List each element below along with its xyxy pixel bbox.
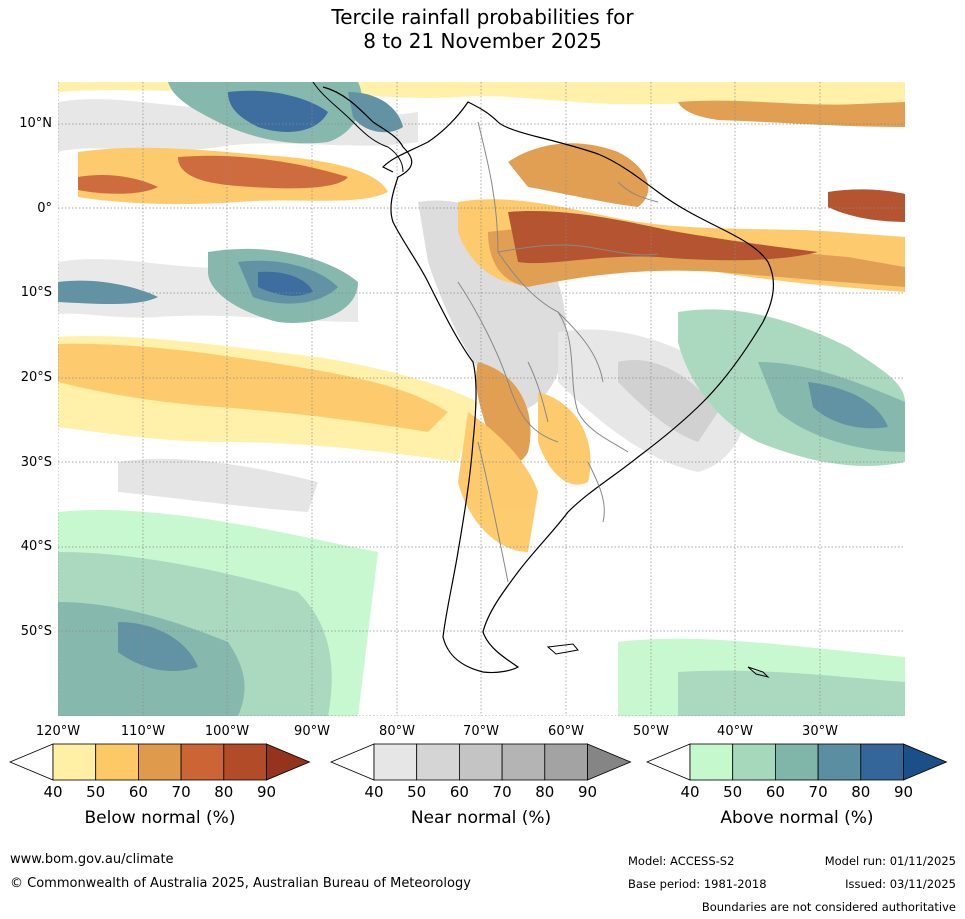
model-run-text: Model run: 01/11/2025 xyxy=(824,854,956,868)
lon-label: 120°W xyxy=(35,724,81,739)
colorbar-tick: 60 xyxy=(449,783,469,801)
colorbar-tick: 40 xyxy=(680,783,700,801)
copyright-text: © Commonwealth of Australia 2025, Austra… xyxy=(10,876,471,891)
website-link[interactable]: www.bom.gov.au/climate xyxy=(10,852,174,867)
colorbar-swatch xyxy=(544,743,588,781)
map-title-line2: 8 to 21 November 2025 xyxy=(363,29,602,53)
rainfall-probability-map xyxy=(58,82,905,716)
central-america-coastline xyxy=(312,82,404,173)
colorbar-tick: 60 xyxy=(128,783,148,801)
colorbar-extend-low xyxy=(645,743,691,781)
lat-label: 0° xyxy=(37,201,52,216)
colorbar-tick: 50 xyxy=(86,783,106,801)
lat-label: 20°S xyxy=(20,370,52,385)
colorbar-tick: 40 xyxy=(43,783,63,801)
colorbar-swatch xyxy=(817,743,862,781)
colorbar-extend-high xyxy=(903,743,948,781)
colorbar-tick: 40 xyxy=(364,783,384,801)
colorbar-swatch xyxy=(223,743,267,781)
falklands xyxy=(546,643,579,655)
colorbar-tick: 80 xyxy=(535,783,555,801)
lon-label: 30°W xyxy=(802,724,838,739)
colorbar-extend-low xyxy=(329,743,375,781)
probability-shading xyxy=(58,82,905,716)
colorbar-extend-high xyxy=(587,743,632,781)
colorbar-tick: 70 xyxy=(808,783,828,801)
colorbar-tick: 70 xyxy=(492,783,512,801)
colorbar-extend-high xyxy=(266,743,311,781)
above-normal-label: Above normal (%) xyxy=(720,808,874,828)
base-period-text: Base period: 1981-2018 xyxy=(628,877,767,891)
colorbar-tick: 90 xyxy=(256,783,277,801)
colorbar-swatch xyxy=(860,743,904,781)
colorbar-tick: 80 xyxy=(214,783,234,801)
graticule xyxy=(58,82,905,716)
lat-label: 40°S xyxy=(20,539,52,554)
colorbar-tick: 80 xyxy=(851,783,871,801)
below-normal-label: Below normal (%) xyxy=(84,808,236,828)
lon-label: 110°W xyxy=(120,724,166,739)
lon-label: 70°W xyxy=(463,724,499,739)
south-georgia xyxy=(747,666,770,678)
colorbar-tick: 90 xyxy=(893,783,914,801)
colorbar-tick: 60 xyxy=(765,783,785,801)
south-america-coastline xyxy=(322,86,774,674)
lon-label: 40°W xyxy=(717,724,753,739)
lon-label: 60°W xyxy=(548,724,584,739)
colorbar-swatch xyxy=(689,743,734,781)
lat-label: 10°N xyxy=(19,116,52,131)
colorbar-tick: 90 xyxy=(577,783,598,801)
colorbar-swatch xyxy=(501,743,546,781)
lon-label: 90°W xyxy=(294,724,330,739)
colorbar-swatch xyxy=(373,743,418,781)
colorbar-swatch xyxy=(95,743,139,781)
lon-label: 80°W xyxy=(379,724,415,739)
colorbar-swatch xyxy=(732,743,776,781)
colorbar-tick: 70 xyxy=(171,783,191,801)
lon-label: 50°W xyxy=(633,724,669,739)
colorbar-swatch xyxy=(775,743,819,781)
colorbar-swatch xyxy=(180,743,225,781)
lat-label: 30°S xyxy=(20,455,52,470)
model-text: Model: ACCESS-S2 xyxy=(628,854,735,868)
colorbar-swatch xyxy=(52,743,97,781)
lat-label: 50°S xyxy=(20,624,52,639)
lat-label: 10°S xyxy=(20,285,52,300)
colorbar-extend-low xyxy=(8,743,54,781)
map-title-line1: Tercile rainfall probabilities for xyxy=(331,5,634,29)
colorbar-tick: 50 xyxy=(723,783,743,801)
near-normal-label: Near normal (%) xyxy=(410,808,552,828)
country-borders xyxy=(457,121,659,583)
colorbars xyxy=(8,743,948,781)
colorbar-swatch xyxy=(137,743,182,781)
colorbar-swatch xyxy=(416,743,460,781)
colorbar-tick: 50 xyxy=(407,783,427,801)
disclaimer-text: Boundaries are not considered authoritat… xyxy=(701,900,956,914)
lon-label: 100°W xyxy=(204,724,250,739)
issued-text: Issued: 03/11/2025 xyxy=(845,877,956,891)
colorbar-swatch xyxy=(458,743,503,781)
